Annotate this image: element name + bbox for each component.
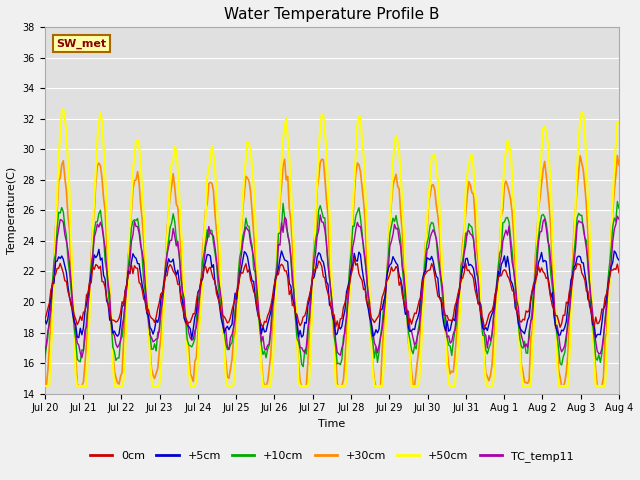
Legend: 0cm, +5cm, +10cm, +30cm, +50cm, TC_temp11: 0cm, +5cm, +10cm, +30cm, +50cm, TC_temp1… — [86, 447, 578, 467]
Title: Water Temperature Profile B: Water Temperature Profile B — [224, 7, 440, 22]
X-axis label: Time: Time — [318, 419, 346, 429]
Text: SW_met: SW_met — [56, 38, 106, 48]
Y-axis label: Temperature(C): Temperature(C) — [7, 167, 17, 254]
